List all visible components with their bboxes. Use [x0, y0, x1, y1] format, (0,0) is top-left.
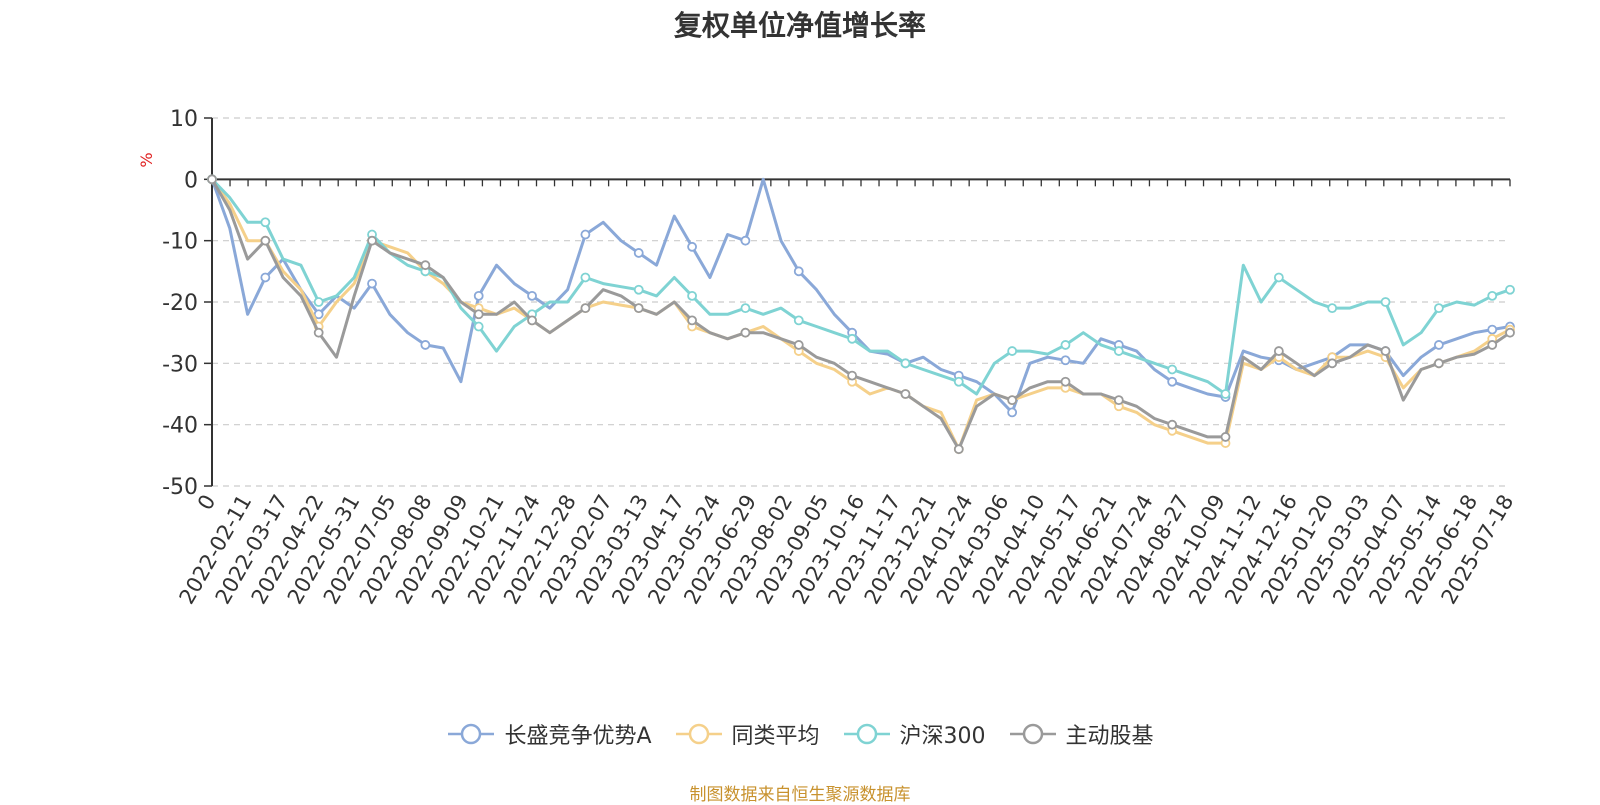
series-point-0[interactable] [1060, 355, 1071, 366]
y-tick-label: -50 [162, 475, 198, 500]
series-point-3[interactable] [1487, 340, 1498, 350]
series-point-0[interactable] [580, 229, 591, 240]
legend-marker-icon [843, 723, 890, 745]
series-point-2[interactable] [1505, 284, 1515, 295]
series-point-0[interactable] [260, 272, 271, 283]
series-point-2[interactable] [1327, 303, 1338, 314]
series-point-0[interactable] [1167, 376, 1178, 387]
legend-label: 主动股基 [1065, 724, 1154, 749]
legend-item-1[interactable]: 同类平均 [674, 718, 820, 750]
series-point-2[interactable] [900, 358, 911, 369]
series-point-0[interactable] [1007, 407, 1018, 418]
series-point-0[interactable] [367, 278, 377, 289]
series-point-3[interactable] [687, 315, 697, 326]
series-point-3[interactable] [1505, 327, 1515, 338]
legend-label: 同类平均 [731, 724, 820, 749]
series-point-2[interactable] [633, 284, 644, 295]
y-tick-label: 0 [184, 168, 198, 193]
series-point-3[interactable] [420, 260, 431, 271]
series-point-3[interactable] [1113, 395, 1124, 406]
series-point-0[interactable] [473, 290, 484, 301]
series-point-0[interactable] [1487, 324, 1498, 335]
legend-item-3[interactable]: 主动股基 [1008, 718, 1154, 750]
series-point-2[interactable] [953, 376, 964, 387]
series-point-2[interactable] [687, 290, 697, 301]
series-point-2[interactable] [1167, 364, 1178, 375]
series-point-3[interactable] [633, 303, 644, 314]
series-point-3[interactable] [847, 370, 858, 381]
series-point-3[interactable] [1220, 432, 1231, 442]
series-point-0[interactable] [740, 235, 751, 246]
series-point-2[interactable] [313, 297, 324, 307]
series-point-2[interactable] [1113, 346, 1124, 356]
series-point-3[interactable] [793, 340, 804, 350]
series-point-2[interactable] [740, 303, 751, 314]
series-point-2[interactable] [473, 321, 484, 332]
legend-marker-icon [675, 723, 722, 745]
series-point-2[interactable] [793, 315, 804, 326]
chart-title: 复权单位净值增长率 [673, 9, 926, 42]
legend-marker-icon [1009, 723, 1056, 745]
series-point-2[interactable] [1007, 346, 1018, 356]
series-line-3 [210, 178, 1511, 451]
chart-legend: 长盛竞争优势A 同类平均 沪深300 主动股基 [0, 718, 1600, 750]
series-point-3[interactable] [580, 303, 591, 314]
y-tick-label: -40 [162, 414, 198, 439]
series-point-2[interactable] [1380, 297, 1391, 307]
series-point-3[interactable] [260, 235, 271, 246]
series-point-3[interactable] [207, 174, 217, 185]
series-point-2[interactable] [1433, 303, 1444, 314]
series-point-2[interactable] [1487, 290, 1498, 301]
series-point-3[interactable] [1167, 419, 1178, 430]
series-point-0[interactable] [313, 309, 324, 320]
series-line-1 [210, 178, 1511, 451]
series-point-3[interactable] [740, 327, 751, 338]
series-point-0[interactable] [633, 248, 644, 258]
y-tick-label: -20 [162, 291, 198, 316]
legend-item-2[interactable]: 沪深300 [842, 718, 986, 750]
series-point-2[interactable] [1060, 340, 1071, 350]
series-point-3[interactable] [1273, 346, 1284, 356]
x-tick-label: 0 [193, 491, 220, 515]
series-point-3[interactable] [900, 389, 911, 399]
legend-marker-icon [448, 723, 495, 745]
series-point-3[interactable] [367, 235, 377, 246]
y-tick-label: -30 [162, 352, 198, 377]
series-point-3[interactable] [1433, 358, 1444, 369]
source-note: 制图数据来自恒生聚源数据库 [689, 785, 911, 805]
series-point-0[interactable] [687, 241, 697, 252]
series-point-2[interactable] [580, 272, 591, 283]
legend-label: 沪深300 [899, 724, 986, 749]
series-point-0[interactable] [420, 340, 431, 350]
series-point-3[interactable] [953, 444, 964, 455]
series-point-3[interactable] [1380, 346, 1391, 356]
series-point-3[interactable] [1060, 376, 1071, 387]
series-point-2[interactable] [1220, 389, 1231, 399]
legend-label: 长盛竞争优势A [504, 724, 652, 749]
line-chart: 100-10-20-30-40-5002022-02-112022-03-172… [137, 107, 1518, 608]
series-point-3[interactable] [1327, 358, 1338, 369]
series-point-2[interactable] [260, 217, 271, 228]
series-point-3[interactable] [473, 309, 484, 320]
series-point-2[interactable] [847, 333, 858, 344]
series-point-2[interactable] [1273, 272, 1284, 283]
legend-item-0[interactable]: 长盛竞争优势A [446, 718, 652, 750]
y-axis-unit-label: % [137, 152, 156, 167]
y-tick-label: -10 [162, 230, 198, 255]
series-point-3[interactable] [313, 327, 324, 338]
y-tick-label: 10 [170, 107, 198, 132]
series-point-0[interactable] [793, 266, 804, 277]
series-point-3[interactable] [527, 315, 537, 326]
series-point-3[interactable] [1007, 395, 1018, 406]
series-point-0[interactable] [1433, 340, 1444, 350]
series-point-0[interactable] [527, 290, 537, 301]
